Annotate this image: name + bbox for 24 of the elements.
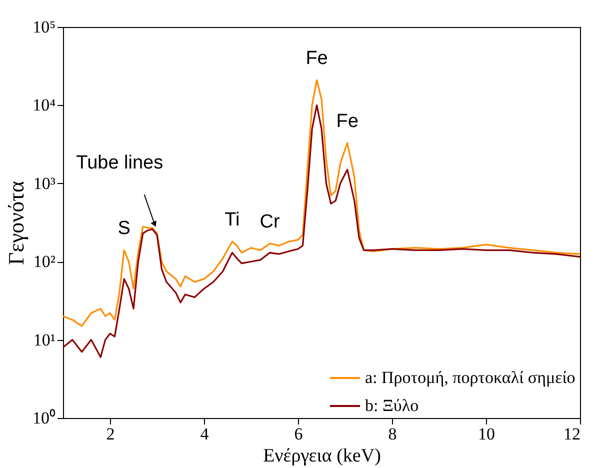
annotation: Ti bbox=[224, 210, 240, 231]
y-tick-label: 10² bbox=[33, 252, 56, 272]
y-tick-label: 10³ bbox=[33, 174, 56, 193]
y-tick-label: 10⁰ bbox=[32, 408, 56, 428]
y-tick-label: 10¹ bbox=[33, 330, 56, 350]
x-tick-label: 8 bbox=[388, 424, 397, 444]
x-tick-label: 4 bbox=[200, 424, 210, 444]
annotation: Fe bbox=[336, 110, 358, 132]
annotation: Tube lines bbox=[76, 152, 164, 174]
x-tick-label: 6 bbox=[294, 424, 303, 444]
legend-label: a: Προτομή, πορτοκαλί σημείο bbox=[365, 368, 576, 387]
annotation: Cr bbox=[260, 212, 280, 233]
x-tick-label: 2 bbox=[106, 424, 115, 444]
y-tick-label: 10⁴ bbox=[32, 96, 56, 115]
x-axis-title: Ενέργεια (keV) bbox=[263, 446, 381, 466]
annotation: Fe bbox=[306, 48, 328, 69]
line-series bbox=[62, 79, 581, 327]
y-tick-label: 10⁵ bbox=[32, 18, 56, 36]
x-tick-label: 10 bbox=[478, 424, 495, 444]
line-series bbox=[62, 104, 581, 358]
x-tick-label: 12 bbox=[564, 424, 580, 444]
annotation: S bbox=[118, 218, 130, 240]
legend-label: b: Ξύλο bbox=[365, 396, 419, 415]
y-axis-title: Γεγονότα bbox=[4, 180, 28, 265]
